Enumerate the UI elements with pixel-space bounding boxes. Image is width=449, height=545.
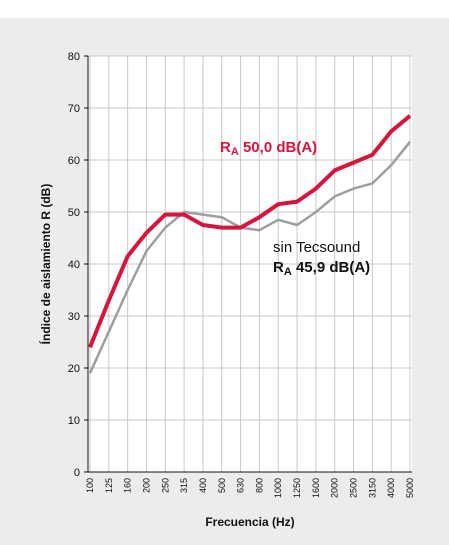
x-tick-label: 4000 xyxy=(386,478,396,498)
series-line xyxy=(88,141,411,374)
x-tick-label: 3150 xyxy=(367,478,377,498)
x-tick-label: 250 xyxy=(160,478,170,493)
y-tick-label: 50 xyxy=(68,207,80,219)
x-tick-label: 200 xyxy=(141,478,151,493)
y-tick-label: 30 xyxy=(68,311,80,323)
y-tick-label: 0 xyxy=(74,467,80,479)
x-tick-label: 1000 xyxy=(273,478,283,498)
annotation-part: A xyxy=(284,266,292,278)
x-tick-label: 800 xyxy=(254,478,264,493)
annotation-part: R xyxy=(220,139,231,156)
annotation-part: A xyxy=(231,146,239,158)
y-tick-label: 70 xyxy=(68,103,80,115)
annotation-part: R xyxy=(273,259,284,276)
x-tick-label: 160 xyxy=(123,478,133,493)
x-tick-label: 1600 xyxy=(311,478,321,498)
x-tick-label: 5000 xyxy=(405,478,415,498)
y-tick-label: 20 xyxy=(68,363,80,375)
annotation: RA 50,0 dB(A) xyxy=(220,139,317,158)
annotation: sin Tecsound xyxy=(273,239,360,256)
x-axis-label: Frecuencia (Hz) xyxy=(205,515,294,529)
annotation-part: 45,9 dB(A) xyxy=(292,259,370,276)
x-tick-label: 125 xyxy=(104,478,114,493)
x-tick-label: 2000 xyxy=(330,478,340,498)
x-tick-label: 500 xyxy=(217,478,227,493)
x-tick-label: 1250 xyxy=(292,478,302,498)
series-line xyxy=(88,114,412,348)
x-tick-label: 315 xyxy=(179,478,189,493)
x-tick-label: 400 xyxy=(198,478,208,493)
annotation: RA 45,9 dB(A) xyxy=(273,259,370,278)
y-tick-label: 10 xyxy=(68,415,80,427)
annotation-part: 50,0 dB(A) xyxy=(239,139,317,156)
y-tick-label: 80 xyxy=(68,51,80,63)
x-tick-label: 2500 xyxy=(349,478,359,498)
y-tick-label: 40 xyxy=(68,259,80,271)
x-tick-label: 630 xyxy=(236,478,246,493)
x-tick-label: 100 xyxy=(85,478,95,493)
y-tick-label: 60 xyxy=(68,155,80,167)
y-axis-label: Índice de aislamiento R (dB) xyxy=(38,184,53,345)
annotation-part: sin Tecsound xyxy=(273,239,360,256)
